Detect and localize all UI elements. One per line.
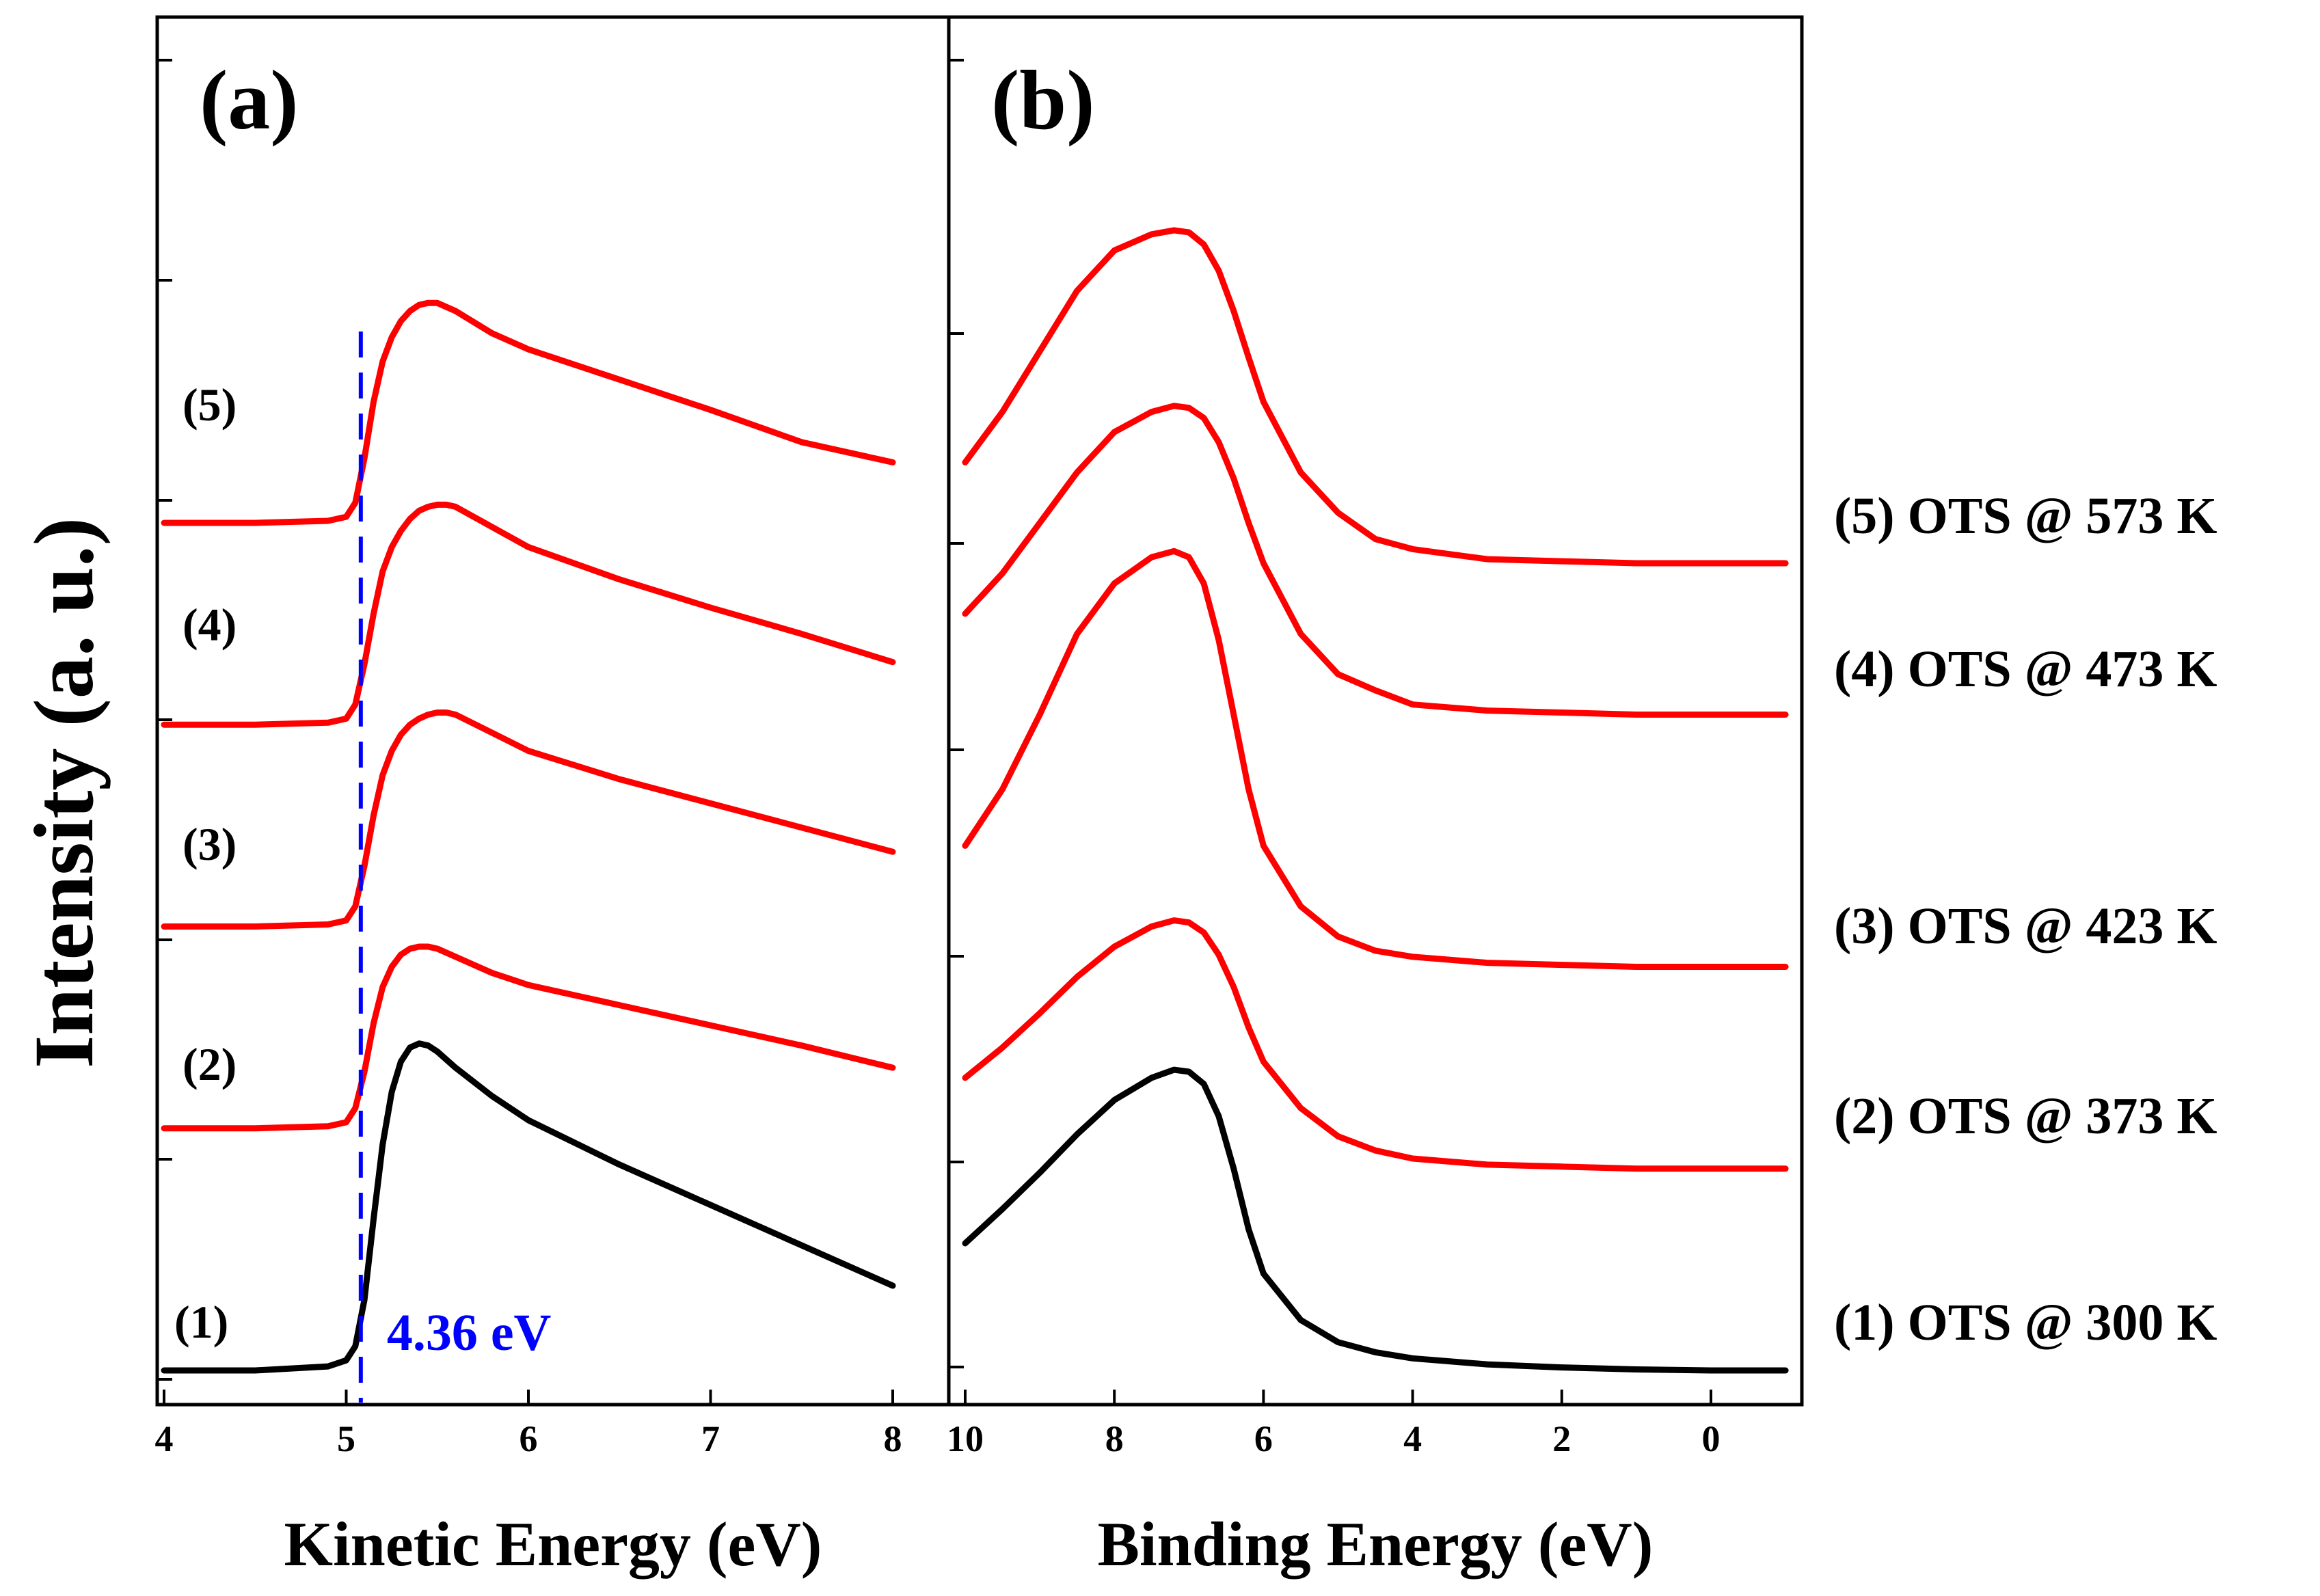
series-line-3 [962,547,1789,970]
onset-marker-label: 4.36 eV [387,1304,552,1362]
y-axis-label: Intensity (a. u.) [17,517,111,1068]
x-tick-label: 4 [1403,1418,1422,1459]
panel-a: 4 5 6 7 8 Kinetic Energy (eV) (a) (1) (2) (3) (4) (… [155,15,951,1579]
legend-label-3: (3) OTS @ 423 K [1834,897,2217,955]
series-line-2 [161,943,896,1132]
plot-frame [947,15,1804,1407]
legend-label-4: (4) OTS @ 473 K [1834,640,2217,698]
series-line-3 [161,709,896,930]
x-tick-label: 6 [520,1418,538,1459]
series-line-5 [962,227,1789,567]
x-tick-label: 8 [884,1418,902,1459]
x-tick-label: 6 [1254,1418,1273,1459]
curve-label-3: (3) [183,818,237,870]
curve-label-1: (1) [174,1296,228,1348]
series-line-5 [161,299,896,526]
x-tick-label: 4 [155,1418,174,1459]
x-tick-label: 8 [1105,1418,1124,1459]
panel-b: 10 8 6 4 2 0 Binding Energy (eV) (b) (1) OTS @ 3… [947,15,2217,1579]
x-tick-label: 10 [947,1418,984,1459]
series-line-1 [161,1040,896,1374]
legend-label-2: (2) OTS @ 373 K [1834,1087,2217,1145]
curve-label-2: (2) [183,1038,237,1090]
x-tick-label: 7 [701,1418,720,1459]
x-tick-label: 5 [337,1418,355,1459]
x-axis-label: Binding Energy (eV) [1098,1509,1654,1579]
series-line-4 [962,403,1789,718]
x-tick-label: 0 [1701,1418,1720,1459]
panel-label: (a) [200,53,299,147]
x-tick-label: 2 [1552,1418,1571,1459]
plot-frame [155,15,951,1407]
panel-label: (b) [991,53,1095,147]
curve-label-4: (4) [183,599,237,651]
series-line-1 [962,1066,1789,1374]
curve-label-5: (5) [183,379,237,431]
series-line-4 [161,501,896,728]
legend-label-1: (1) OTS @ 300 K [1834,1294,2217,1351]
legend-label-5: (5) OTS @ 573 K [1834,487,2217,545]
series-line-2 [962,917,1789,1172]
x-axis-label: Kinetic Energy (eV) [284,1509,822,1579]
